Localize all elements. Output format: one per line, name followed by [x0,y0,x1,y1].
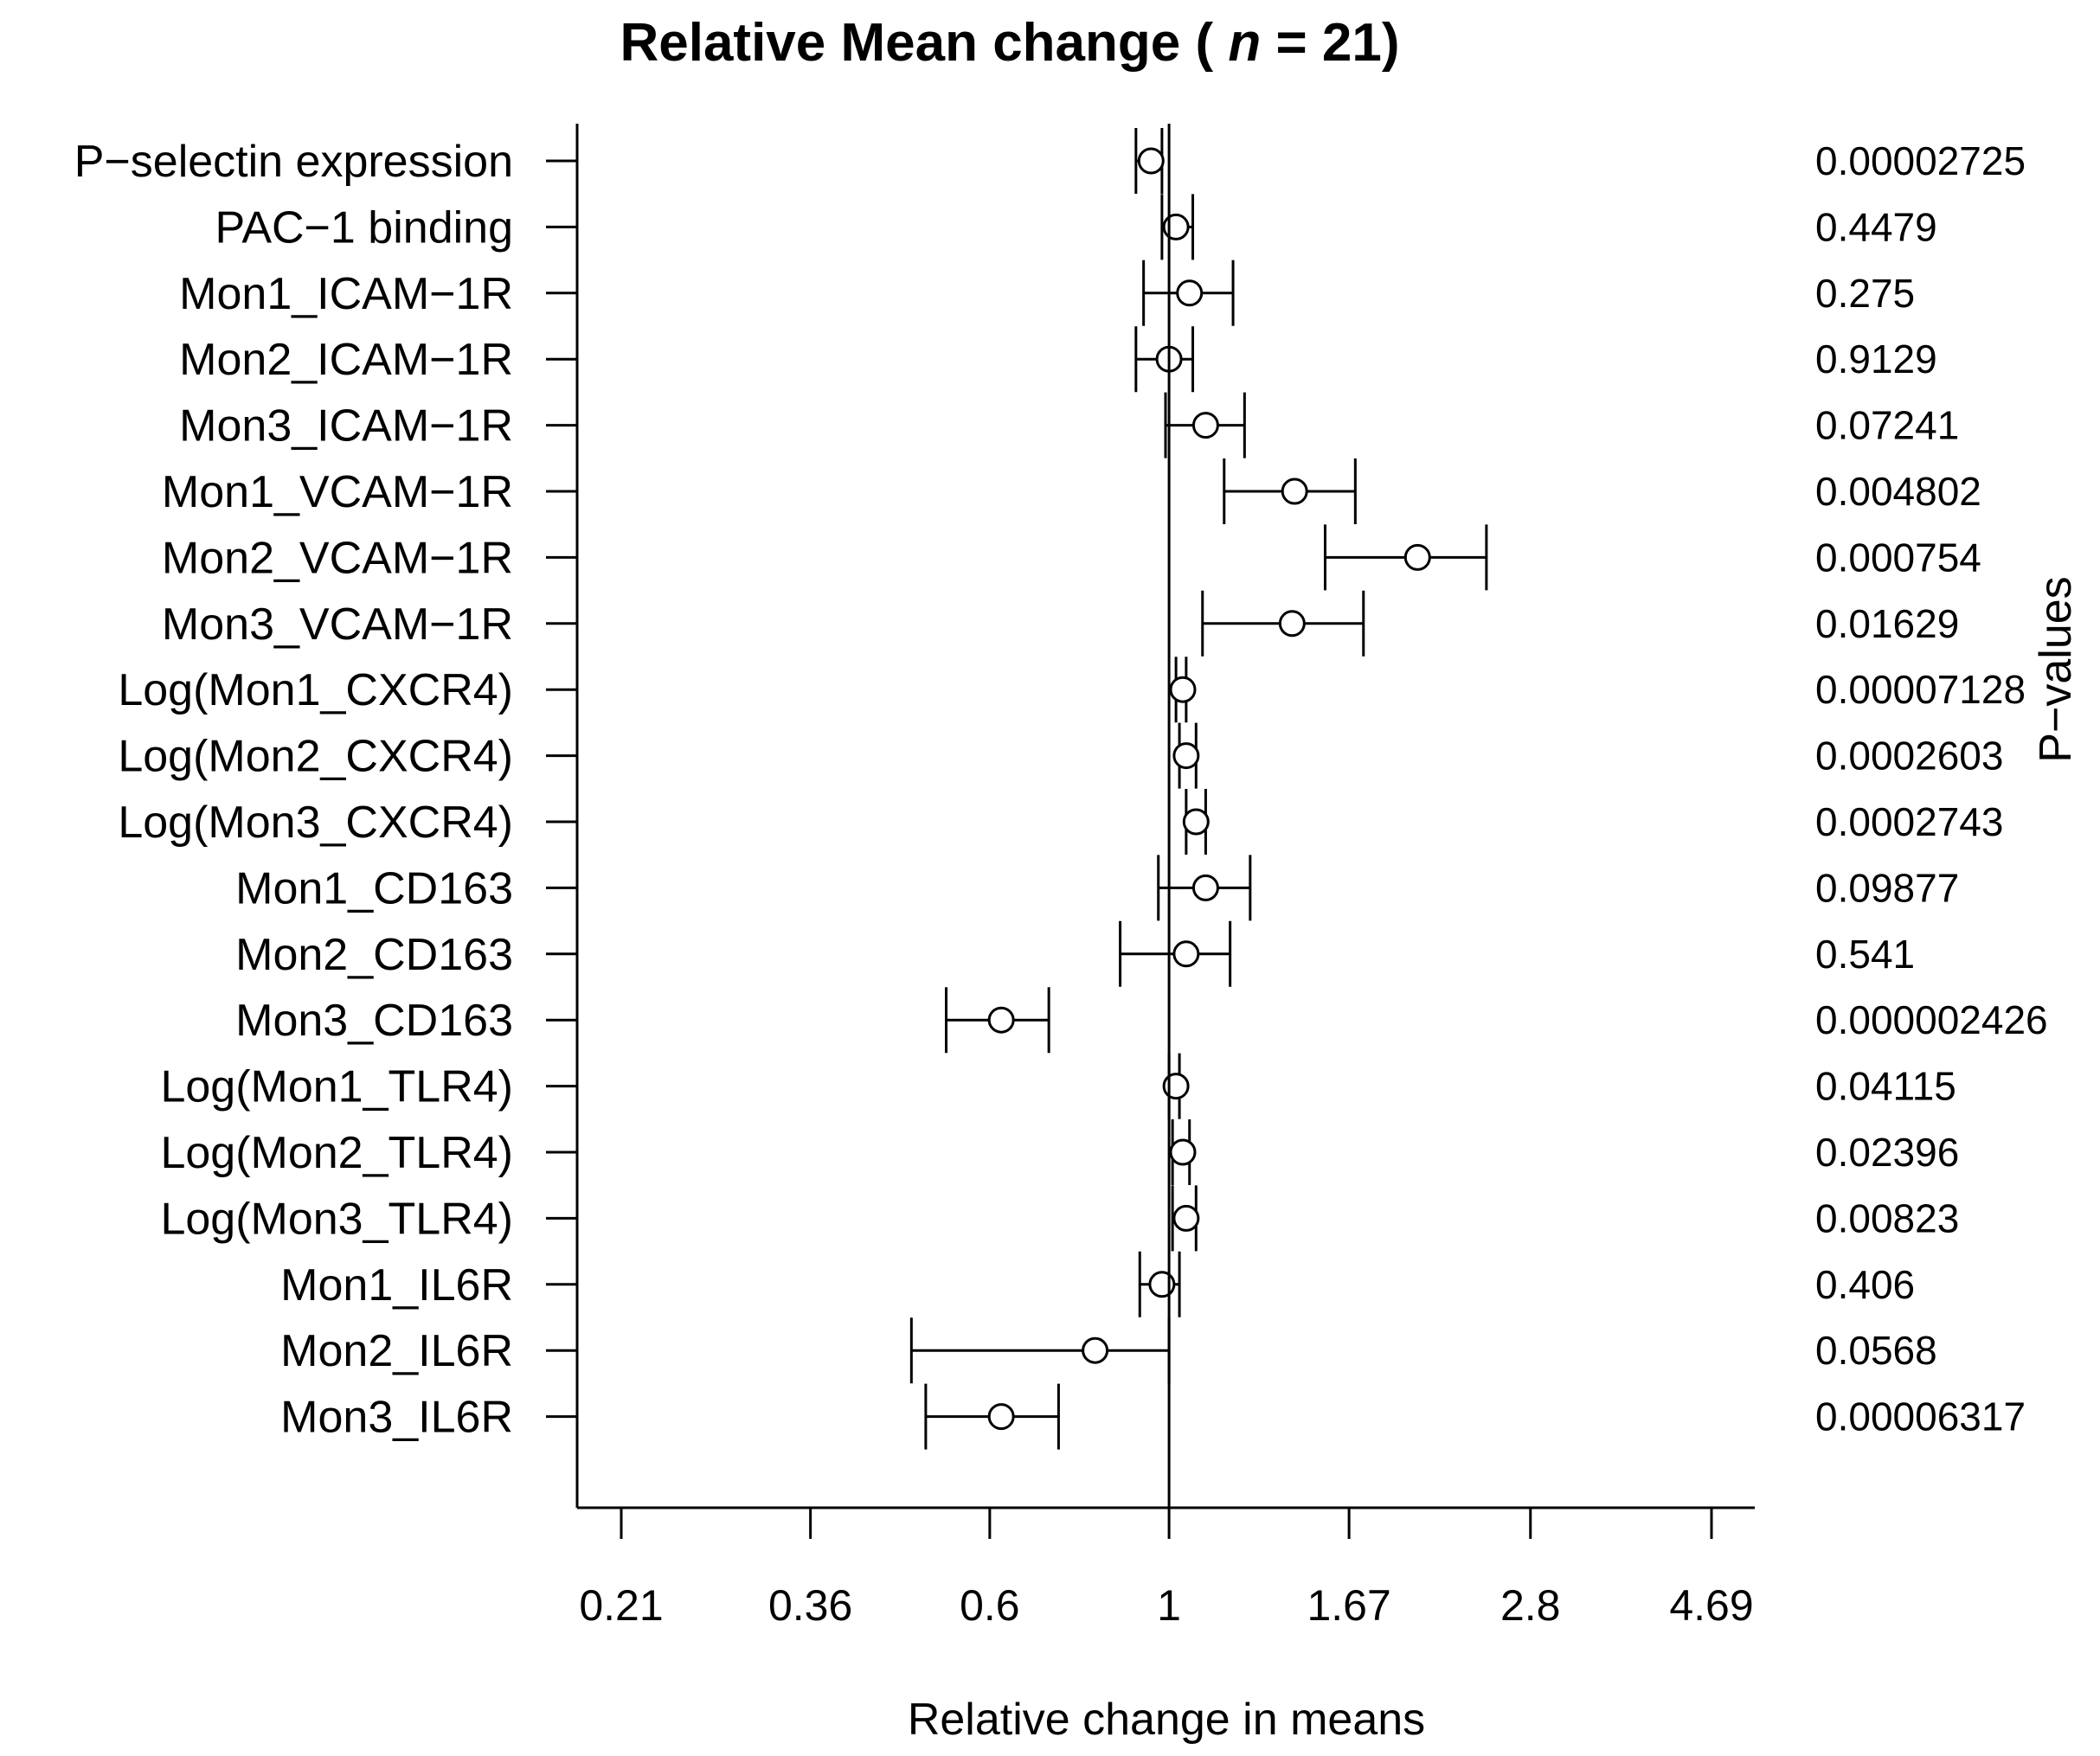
x-tick-label: 1 [1157,1581,1181,1630]
forest-row: Mon2_VCAM−1R 0.000754 [162,524,1981,591]
forest-row: P−selectin expression 0.00002725 [74,128,2026,194]
p-value-label: 0.0002743 [1815,799,2003,844]
p-value-label: 0.000002426 [1815,997,2048,1042]
row-label: Log(Mon1_TLR4) [160,1062,513,1112]
estimate-point [987,1403,1015,1431]
forest-row: Mon3_CD163 0.000002426 [235,987,2048,1054]
x-tick-label: 0.6 [960,1581,1020,1630]
forest-row: Mon1_IL6R 0.406 [280,1251,1915,1317]
estimate-point [1162,1073,1190,1100]
forest-row: Log(Mon1_CXCR4) 0.00007128 [118,657,2026,723]
row-label: Log(Mon1_CXCR4) [118,665,513,715]
p-values-axis-label: P−values [2031,576,2081,762]
p-value-label: 0.0568 [1815,1328,1937,1373]
forest-row: Mon2_CD163 0.541 [235,920,1915,987]
estimate-point [1082,1336,1109,1364]
estimate-point [1169,1138,1197,1166]
row-label: Log(Mon2_CXCR4) [118,732,513,782]
p-value-label: 0.00007128 [1815,667,2026,712]
estimate-point [1172,940,1200,968]
row-label: Mon3_VCAM−1R [162,599,513,650]
forest-row: PAC−1 binding 0.4479 [215,194,1937,260]
chart-title-prefix: Relative Mean change ( [620,13,1228,73]
forest-row: Log(Mon2_CXCR4) 0.0002603 [118,722,2003,789]
row-label: Log(Mon2_TLR4) [160,1128,513,1178]
x-axis-ticks: 0.21 0.36 0.6 1 1.67 2.8 4.69 [579,1508,1754,1630]
x-tick-label: 4.69 [1669,1581,1753,1630]
forest-row: Log(Mon3_CXCR4) 0.0002743 [118,789,2003,855]
p-value-label: 0.406 [1815,1262,1915,1307]
row-label: Mon1_VCAM−1R [162,467,513,517]
p-value-label: 0.09877 [1815,865,1959,910]
row-label: Mon1_IL6R [280,1260,513,1311]
rows-group: P−selectin expression 0.00002725 PAC−1 bin… [74,128,2048,1450]
p-value-label: 0.00002725 [1815,138,2026,183]
row-label: Mon2_CD163 [235,930,513,980]
estimate-point [1172,742,1200,770]
chart-title: Relative Mean change ( n = 21) [620,13,1399,73]
row-label: PAC−1 binding [215,202,514,253]
estimate-point [1137,147,1165,175]
row-label: Mon2_VCAM−1R [162,533,513,583]
estimate-point [1162,213,1190,240]
p-value-label: 0.4479 [1815,204,1937,249]
p-value-label: 0.01629 [1815,601,1959,646]
p-value-label: 0.275 [1815,271,1915,316]
p-value-label: 0.07241 [1815,403,1959,448]
plot-frame [575,124,1755,1509]
row-label: Mon3_CD163 [235,996,513,1046]
row-label: Mon1_CD163 [235,863,513,913]
forest-row: Mon2_ICAM−1R 0.9129 [179,326,1937,393]
row-label: Mon1_ICAM−1R [179,269,513,319]
forest-row: Log(Mon1_TLR4) 0.04115 [160,1053,1956,1119]
row-label: Log(Mon3_TLR4) [160,1194,513,1244]
forest-row: Mon2_IL6R 0.0568 [280,1317,1937,1384]
estimate-point [1281,477,1308,505]
row-label: P−selectin expression [74,137,513,187]
estimate-point [1169,676,1197,703]
forest-row: Mon3_ICAM−1R 0.07241 [179,392,1959,458]
x-tick-label: 0.36 [768,1581,852,1630]
p-value-label: 0.9129 [1815,336,1937,381]
estimate-point [1191,412,1219,439]
estimate-point [1148,1271,1176,1298]
estimate-point [987,1006,1015,1034]
x-tick-label: 0.21 [579,1581,663,1630]
estimate-point [1172,1204,1200,1232]
p-value-label: 0.00006317 [1815,1394,2026,1439]
forest-row: Log(Mon2_TLR4) 0.02396 [160,1119,1959,1185]
chart-title-n: n [1228,13,1261,73]
row-label: Mon2_IL6R [280,1326,513,1376]
estimate-point [1176,279,1204,307]
p-value-label: 0.02396 [1815,1130,1959,1175]
p-value-label: 0.541 [1815,932,1915,977]
p-value-label: 0.004802 [1815,469,1981,514]
p-value-label: 0.0002603 [1815,734,2003,779]
estimate-point [1191,874,1219,901]
estimate-point [1182,808,1210,836]
forest-row: Mon1_VCAM−1R 0.004802 [162,458,1981,524]
forest-row: Mon1_ICAM−1R 0.275 [179,260,1915,326]
x-axis-label: Relative change in means [908,1695,1425,1745]
forest-row: Mon3_IL6R 0.00006317 [280,1383,2026,1450]
row-label: Log(Mon3_CXCR4) [118,798,513,848]
row-label: Mon2_ICAM−1R [179,335,513,385]
forest-row: Log(Mon3_TLR4) 0.00823 [160,1185,1959,1252]
row-label: Mon3_ICAM−1R [179,401,513,452]
x-tick-label: 2.8 [1500,1581,1561,1630]
p-value-label: 0.00823 [1815,1195,1959,1240]
chart-title-suffix: = 21) [1261,13,1399,73]
estimate-point [1403,543,1431,571]
estimate-point [1278,610,1306,638]
p-value-label: 0.000754 [1815,535,1981,580]
p-value-label: 0.04115 [1815,1064,1956,1109]
row-label: Mon3_IL6R [280,1393,513,1443]
forest-row: Mon3_VCAM−1R 0.01629 [162,590,1959,657]
forest-row: Mon1_CD163 0.09877 [235,855,1959,921]
x-tick-label: 1.67 [1307,1581,1390,1630]
